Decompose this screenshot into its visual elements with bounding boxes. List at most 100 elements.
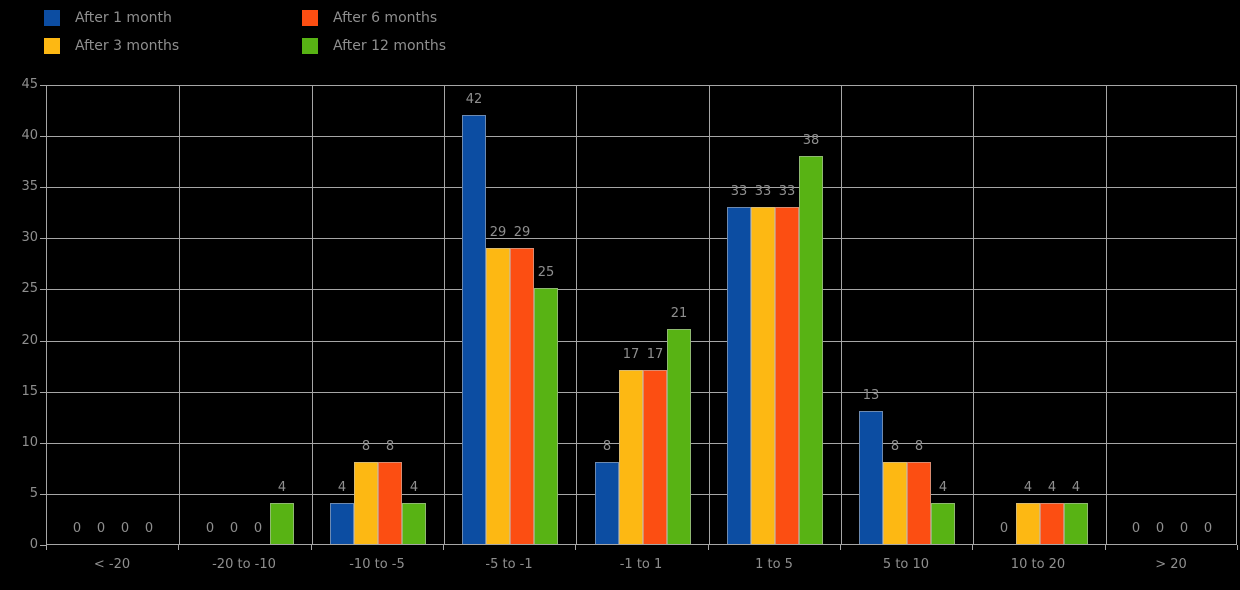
bar-value-label: 4 <box>1023 480 1033 495</box>
y-tick-label: 40 <box>21 128 38 143</box>
bar <box>775 207 799 544</box>
bar-value-label: 0 <box>96 521 106 536</box>
legend-item: After 3 months <box>44 32 302 60</box>
x-tick-mark <box>972 545 973 550</box>
bar <box>1040 503 1064 544</box>
v-gridline <box>973 86 974 544</box>
bar-value-label: 29 <box>489 225 507 240</box>
bar <box>270 503 294 544</box>
bar <box>727 207 751 544</box>
y-tick-label: 15 <box>21 384 38 399</box>
bar <box>1064 503 1088 544</box>
bar-value-label: 4 <box>277 480 287 495</box>
y-tick-mark <box>40 341 46 342</box>
x-tick-mark <box>311 545 312 550</box>
legend-item: After 6 months <box>302 4 446 32</box>
y-tick-mark <box>40 392 46 393</box>
bar <box>354 462 378 544</box>
bar-value-label: 0 <box>1203 521 1213 536</box>
bar-value-label: 0 <box>1179 521 1189 536</box>
x-tick-mark <box>1237 545 1238 550</box>
y-tick-mark <box>40 545 46 546</box>
bar-value-label: 0 <box>1131 521 1141 536</box>
y-tick-label: 20 <box>21 333 38 348</box>
y-tick-mark <box>40 443 46 444</box>
bar-value-label: 0 <box>144 521 154 536</box>
x-tick-mark <box>708 545 709 550</box>
x-tick-mark <box>840 545 841 550</box>
bar-value-label: 38 <box>802 133 820 148</box>
h-gridline <box>47 238 1236 240</box>
bar <box>667 329 691 544</box>
bar-value-label: 13 <box>862 388 880 403</box>
bar-value-label: 33 <box>754 184 772 199</box>
y-tick-mark <box>40 494 46 495</box>
x-tick-label: -20 to -10 <box>212 557 276 572</box>
bar-value-label: 8 <box>361 439 371 454</box>
x-tick-label: 10 to 20 <box>1010 557 1066 572</box>
v-gridline <box>1106 86 1107 544</box>
y-tick-label: 5 <box>29 486 38 501</box>
bar-value-label: 17 <box>646 347 664 362</box>
bar-value-label: 33 <box>778 184 796 199</box>
legend-swatch <box>44 10 60 26</box>
y-tick-mark <box>40 238 46 239</box>
bar <box>859 411 883 544</box>
bar-value-label: 4 <box>1071 480 1081 495</box>
legend-label: After 1 month <box>75 10 172 26</box>
y-tick-mark <box>40 136 46 137</box>
legend-swatch <box>44 38 60 54</box>
bar <box>378 462 402 544</box>
y-tick-label: 35 <box>21 179 38 194</box>
x-tick-mark <box>1105 545 1106 550</box>
legend-label: After 3 months <box>75 38 180 54</box>
x-tick-mark <box>443 545 444 550</box>
y-tick-mark <box>40 187 46 188</box>
v-gridline <box>576 86 577 544</box>
v-gridline <box>312 86 313 544</box>
y-tick-label: 45 <box>21 77 38 92</box>
x-tick-mark <box>178 545 179 550</box>
bar <box>799 156 823 544</box>
legend-swatch <box>302 10 318 26</box>
bar <box>931 503 955 544</box>
v-gridline <box>444 86 445 544</box>
x-tick-label: 1 to 5 <box>755 557 793 572</box>
bar-value-label: 21 <box>670 306 688 321</box>
bar-value-label: 0 <box>120 521 130 536</box>
y-tick-mark <box>40 85 46 86</box>
legend-item: After 1 month <box>44 4 302 32</box>
y-tick-mark <box>40 289 46 290</box>
legend-swatch <box>302 38 318 54</box>
bar <box>486 248 510 544</box>
bar <box>595 462 619 544</box>
x-tick-label: -5 to -1 <box>485 557 533 572</box>
bar <box>402 503 426 544</box>
h-gridline <box>47 187 1236 189</box>
bar-value-label: 8 <box>890 439 900 454</box>
h-gridline <box>47 136 1236 138</box>
x-tick-label: -1 to 1 <box>619 557 663 572</box>
legend-label: After 6 months <box>333 10 438 26</box>
bar-value-label: 0 <box>72 521 82 536</box>
v-gridline <box>709 86 710 544</box>
bar-value-label: 4 <box>938 480 948 495</box>
legend-item: After 12 months <box>302 32 446 60</box>
plot-area: 0 0 0 0 0 0 0 4 4 8 8 4 42 29 29 25 8 17 17 21 33 33 33 38 13 8 8 4… <box>46 85 1237 545</box>
y-tick-label: 25 <box>21 281 38 296</box>
bar-value-label: 4 <box>1047 480 1057 495</box>
x-tick-label: 5 to 10 <box>882 557 930 572</box>
bar <box>643 370 667 544</box>
bar-value-label: 0 <box>999 521 1009 536</box>
legend-label: After 12 months <box>333 38 447 54</box>
bar-value-label: 33 <box>730 184 748 199</box>
y-tick-label: 10 <box>21 435 38 450</box>
x-tick-label: -10 to -5 <box>349 557 405 572</box>
bar-value-label: 8 <box>602 439 612 454</box>
bar-value-label: 0 <box>1155 521 1165 536</box>
bar <box>510 248 534 544</box>
x-tick-mark <box>46 545 47 550</box>
v-gridline <box>179 86 180 544</box>
bar-value-label: 4 <box>337 480 347 495</box>
bar <box>907 462 931 544</box>
